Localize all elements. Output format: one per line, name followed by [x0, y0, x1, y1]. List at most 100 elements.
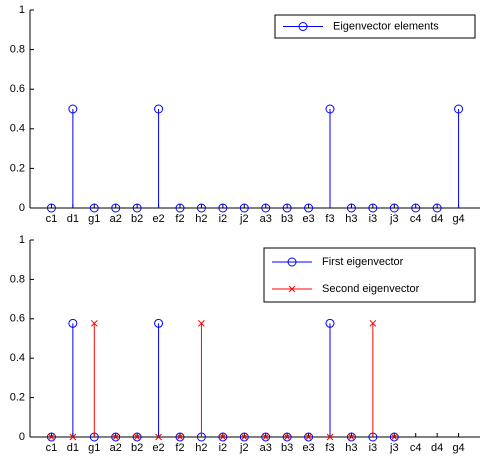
y-tick-label: 0.2 — [10, 162, 25, 174]
marker — [111, 203, 121, 213]
x-tick-label: c1 — [46, 213, 58, 225]
marker — [176, 433, 184, 441]
marker-stroke — [240, 433, 248, 441]
marker — [454, 104, 464, 114]
marker — [175, 432, 185, 442]
marker-stroke — [283, 433, 291, 441]
x-tick-label: h3 — [345, 442, 357, 454]
marker — [261, 203, 271, 213]
marker — [304, 203, 314, 213]
marker — [239, 432, 249, 442]
x-tick-label: i3 — [369, 213, 378, 225]
x-tick-label: i2 — [219, 213, 228, 225]
marker — [133, 433, 141, 441]
marker-stroke — [288, 285, 296, 293]
marker — [198, 319, 205, 327]
marker — [389, 203, 399, 213]
marker — [368, 203, 378, 213]
x-tick-label: f2 — [175, 442, 184, 454]
marker — [196, 203, 206, 213]
x-tick-label: a2 — [110, 442, 122, 454]
marker — [282, 432, 292, 442]
marker — [68, 104, 78, 114]
marker — [154, 318, 164, 328]
y-tick-label: 0.4 — [10, 352, 25, 364]
legend-box — [274, 14, 476, 39]
x-tick-label: c4 — [410, 213, 422, 225]
marker-stroke — [262, 433, 270, 441]
marker — [346, 432, 356, 442]
x-tick-label: e3 — [302, 442, 314, 454]
marker — [262, 433, 270, 441]
y-tick-label: 1 — [19, 234, 25, 246]
marker — [132, 432, 142, 442]
marker — [175, 203, 185, 213]
marker — [69, 433, 77, 441]
marker — [348, 433, 355, 441]
x-tick-label: e2 — [152, 442, 164, 454]
y-tick-label: 0.4 — [10, 123, 25, 135]
marker-stroke — [133, 433, 141, 441]
y-tick-label: 0 — [19, 202, 25, 214]
x-tick-label: d1 — [67, 442, 79, 454]
x-tick-label: a3 — [260, 213, 272, 225]
x-tick-label: j2 — [239, 442, 249, 454]
marker — [218, 432, 228, 442]
marker — [112, 433, 120, 441]
y-tick-label: 0.8 — [10, 273, 25, 285]
marker — [287, 257, 297, 267]
y-tick-label: 0.8 — [10, 44, 25, 56]
marker — [68, 318, 78, 328]
marker — [219, 433, 227, 441]
x-tick-label: i2 — [219, 442, 228, 454]
x-tick-label: g4 — [452, 213, 464, 225]
x-tick-label: f3 — [325, 442, 334, 454]
x-tick-label: e2 — [152, 213, 164, 225]
marker-stroke — [198, 319, 205, 327]
marker — [326, 433, 334, 441]
marker-stroke — [69, 433, 77, 441]
marker-stroke — [369, 319, 377, 327]
x-tick-label: i3 — [369, 442, 378, 454]
x-tick-label: d4 — [431, 213, 443, 225]
marker — [218, 203, 228, 213]
x-tick-label: f3 — [325, 213, 334, 225]
marker — [325, 104, 335, 114]
marker-stroke — [112, 433, 120, 441]
x-tick-label: c1 — [46, 442, 58, 454]
y-tick-label: 0.6 — [10, 83, 25, 95]
x-tick-label: j3 — [389, 213, 399, 225]
marker — [305, 433, 312, 441]
marker — [46, 432, 56, 442]
marker-stroke — [390, 433, 398, 441]
x-tick-label: d4 — [431, 442, 443, 454]
marker — [282, 203, 292, 213]
marker-stroke — [326, 433, 334, 441]
marker-stroke — [176, 433, 184, 441]
marker-stroke — [305, 433, 312, 441]
marker — [239, 203, 249, 213]
x-tick-label: h2 — [195, 213, 207, 225]
x-tick-label: b2 — [131, 213, 143, 225]
y-tick-label: 0.6 — [10, 313, 25, 325]
y-tick-label: 0.2 — [10, 392, 25, 404]
x-tick-label: j3 — [389, 442, 399, 454]
legend-box — [263, 247, 476, 303]
marker — [432, 203, 442, 213]
marker — [369, 319, 377, 327]
x-tick-label: g1 — [88, 442, 100, 454]
x-tick-label: a3 — [260, 442, 272, 454]
x-tick-label: b3 — [281, 213, 293, 225]
x-tick-label: j2 — [239, 213, 249, 225]
x-tick-label: f2 — [175, 213, 184, 225]
marker — [154, 104, 164, 114]
x-tick-label: h3 — [345, 213, 357, 225]
marker — [155, 433, 162, 441]
y-tick-label: 1 — [19, 4, 25, 16]
marker — [298, 22, 308, 31]
x-tick-label: a2 — [110, 213, 122, 225]
marker — [288, 285, 296, 293]
x-tick-label: e3 — [302, 213, 314, 225]
marker — [390, 433, 398, 441]
